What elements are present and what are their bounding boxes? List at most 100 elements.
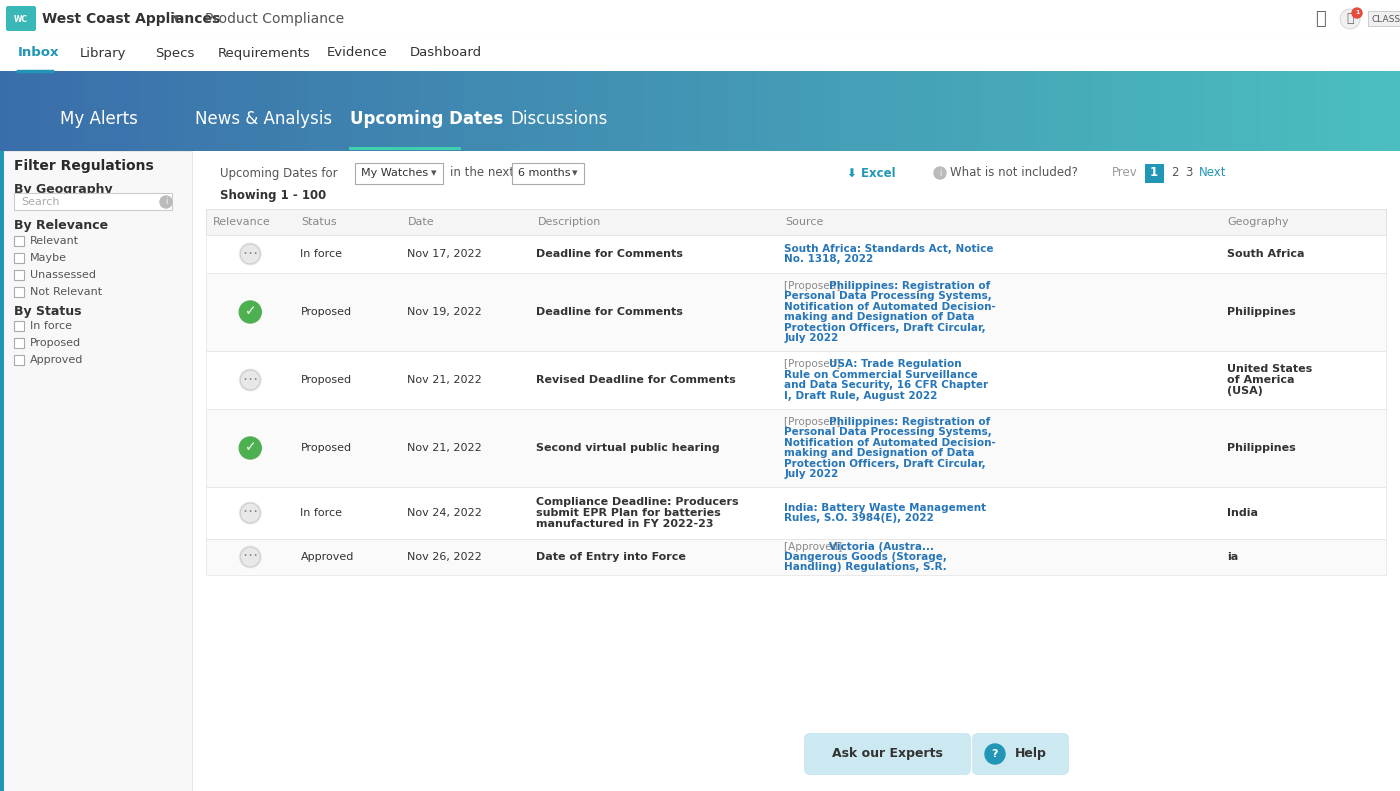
Text: [Approved]: [Approved]	[784, 542, 846, 551]
FancyBboxPatch shape	[0, 0, 1400, 35]
FancyBboxPatch shape	[700, 71, 715, 151]
FancyBboxPatch shape	[14, 270, 24, 280]
Text: ✓: ✓	[245, 305, 256, 319]
Text: [Proposed]: [Proposed]	[784, 359, 844, 369]
FancyBboxPatch shape	[1134, 71, 1149, 151]
Text: July 2022: July 2022	[784, 469, 839, 479]
Text: United States: United States	[1226, 364, 1312, 374]
FancyBboxPatch shape	[140, 71, 155, 151]
FancyBboxPatch shape	[686, 71, 701, 151]
FancyBboxPatch shape	[14, 236, 24, 246]
FancyBboxPatch shape	[206, 351, 1386, 409]
Text: By Relevance: By Relevance	[14, 219, 108, 233]
FancyBboxPatch shape	[1344, 71, 1359, 151]
Text: Proposed: Proposed	[29, 338, 81, 348]
FancyBboxPatch shape	[1148, 71, 1163, 151]
Text: (USA): (USA)	[1226, 386, 1263, 396]
FancyBboxPatch shape	[1162, 71, 1177, 151]
FancyBboxPatch shape	[294, 71, 309, 151]
Text: [Proposed]: [Proposed]	[784, 281, 844, 291]
Text: Help: Help	[1015, 747, 1047, 760]
FancyBboxPatch shape	[206, 235, 1386, 273]
Text: 3: 3	[1184, 166, 1193, 180]
FancyBboxPatch shape	[420, 71, 435, 151]
Text: ⛒: ⛒	[1347, 13, 1354, 25]
Text: Notification of Automated Decision-: Notification of Automated Decision-	[784, 301, 995, 312]
FancyBboxPatch shape	[804, 733, 972, 775]
Text: Library: Library	[80, 47, 126, 59]
FancyBboxPatch shape	[206, 487, 1386, 539]
FancyBboxPatch shape	[966, 71, 981, 151]
Text: CLASSIC: CLASSIC	[1371, 14, 1400, 24]
FancyBboxPatch shape	[560, 71, 575, 151]
Text: ⬇ Excel: ⬇ Excel	[847, 166, 896, 180]
FancyBboxPatch shape	[14, 287, 24, 297]
Text: Nov 17, 2022: Nov 17, 2022	[406, 249, 482, 259]
Text: ⋯: ⋯	[242, 505, 258, 520]
Text: Dashboard: Dashboard	[410, 47, 482, 59]
Text: i: i	[165, 198, 167, 206]
Text: Source: Source	[785, 217, 823, 227]
Circle shape	[239, 437, 262, 459]
FancyBboxPatch shape	[1176, 71, 1191, 151]
Text: 1: 1	[1355, 10, 1359, 16]
Circle shape	[1340, 9, 1359, 29]
FancyBboxPatch shape	[616, 71, 631, 151]
Text: [Proposed]: [Proposed]	[784, 417, 844, 427]
Circle shape	[239, 243, 262, 265]
FancyBboxPatch shape	[14, 253, 24, 263]
FancyBboxPatch shape	[1022, 71, 1037, 151]
Text: Filter Regulations: Filter Regulations	[14, 159, 154, 173]
FancyBboxPatch shape	[350, 71, 365, 151]
FancyBboxPatch shape	[42, 71, 57, 151]
Circle shape	[239, 369, 262, 391]
FancyBboxPatch shape	[308, 71, 323, 151]
FancyBboxPatch shape	[378, 71, 393, 151]
FancyBboxPatch shape	[224, 71, 239, 151]
FancyBboxPatch shape	[210, 71, 225, 151]
Text: Relevance: Relevance	[213, 217, 270, 227]
Text: ▾: ▾	[174, 13, 179, 25]
Circle shape	[241, 547, 260, 567]
FancyBboxPatch shape	[728, 71, 743, 151]
Text: Nov 24, 2022: Nov 24, 2022	[406, 508, 482, 518]
FancyBboxPatch shape	[490, 71, 505, 151]
FancyBboxPatch shape	[896, 71, 911, 151]
Text: Revised Deadline for Comments: Revised Deadline for Comments	[536, 375, 736, 385]
Text: Philippines: Philippines	[1226, 443, 1295, 453]
Text: ⋯: ⋯	[242, 548, 258, 563]
Text: Proposed: Proposed	[301, 307, 351, 317]
Text: Approved: Approved	[29, 355, 84, 365]
Text: making and Designation of Data: making and Designation of Data	[784, 448, 974, 458]
Text: July 2022: July 2022	[784, 333, 839, 343]
Text: making and Designation of Data: making and Designation of Data	[784, 312, 974, 322]
Text: Personal Data Processing Systems,: Personal Data Processing Systems,	[784, 427, 993, 437]
FancyBboxPatch shape	[512, 163, 584, 184]
Text: submit EPR Plan for batteries: submit EPR Plan for batteries	[536, 508, 721, 518]
FancyBboxPatch shape	[0, 151, 192, 791]
Text: In force: In force	[301, 508, 343, 518]
Text: Specs: Specs	[155, 47, 195, 59]
Text: I, Draft Rule, August 2022: I, Draft Rule, August 2022	[784, 391, 938, 401]
Text: in the next: in the next	[449, 166, 514, 180]
Text: USA: Trade Regulation: USA: Trade Regulation	[829, 359, 962, 369]
Text: Philippines: Registration of: Philippines: Registration of	[829, 417, 991, 427]
FancyBboxPatch shape	[602, 71, 617, 151]
Text: manufactured in FY 2022-23: manufactured in FY 2022-23	[536, 519, 714, 529]
FancyBboxPatch shape	[448, 71, 463, 151]
FancyBboxPatch shape	[206, 539, 1386, 575]
Circle shape	[239, 301, 262, 323]
Text: Deadline for Comments: Deadline for Comments	[536, 307, 683, 317]
Circle shape	[241, 370, 260, 390]
Text: Second virtual public hearing: Second virtual public hearing	[536, 443, 720, 453]
FancyBboxPatch shape	[784, 71, 799, 151]
FancyBboxPatch shape	[924, 71, 939, 151]
Text: What is not included?: What is not included?	[951, 166, 1078, 180]
FancyBboxPatch shape	[756, 71, 771, 151]
FancyBboxPatch shape	[14, 355, 24, 365]
FancyBboxPatch shape	[1120, 71, 1135, 151]
FancyBboxPatch shape	[1246, 71, 1261, 151]
FancyBboxPatch shape	[1232, 71, 1247, 151]
FancyBboxPatch shape	[238, 71, 253, 151]
FancyBboxPatch shape	[938, 71, 953, 151]
